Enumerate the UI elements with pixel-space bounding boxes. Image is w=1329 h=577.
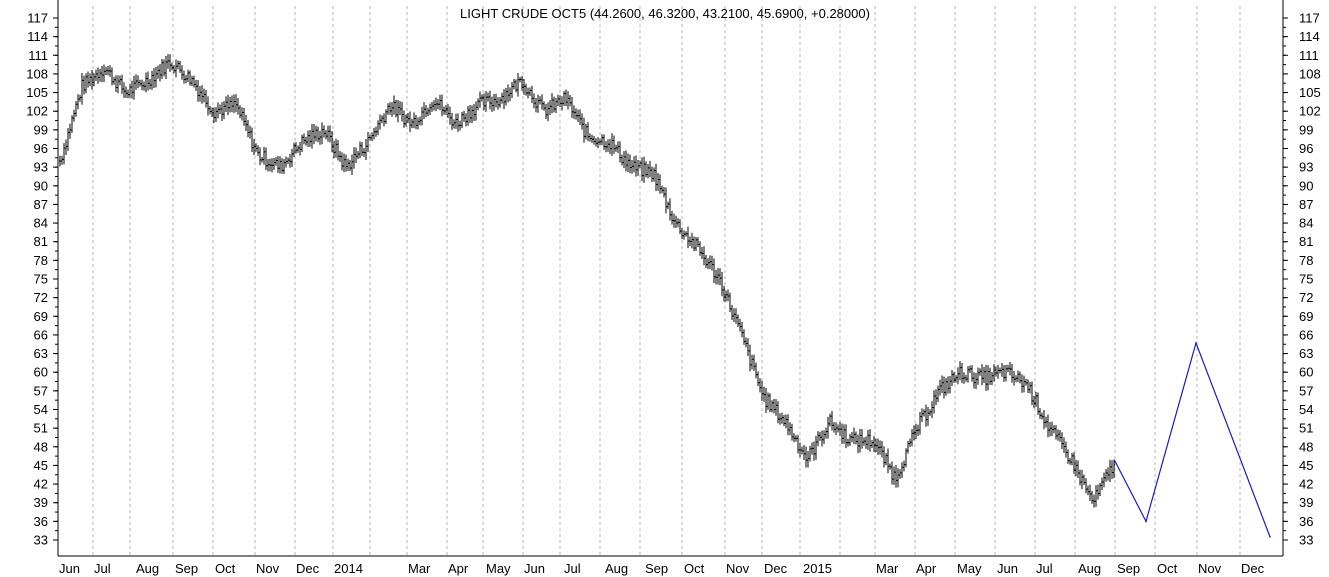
y-tick-label-left: 48 [34, 439, 48, 454]
projection-point [1195, 342, 1197, 344]
x-tick-label: Aug [605, 561, 628, 576]
x-tick-label: Jun [997, 561, 1018, 576]
y-tick-label-right: 66 [1299, 327, 1313, 342]
x-tick-label: Jul [1036, 561, 1053, 576]
x-tick-label: Oct [684, 561, 705, 576]
y-tick-label-right: 39 [1299, 495, 1313, 510]
price-bars [59, 54, 1115, 508]
y-tick-label-right: 33 [1299, 533, 1313, 548]
y-tick-label-left: 33 [34, 533, 48, 548]
chart-title: LIGHT CRUDE OCT5 (44.2600, 46.3200, 43.2… [460, 6, 870, 21]
y-tick-label-right: 36 [1299, 514, 1313, 529]
x-tick-label: Apr [448, 561, 469, 576]
y-tick-label-right: 114 [1299, 29, 1320, 44]
y-tick-label-right: 81 [1299, 234, 1313, 249]
x-tick-label: Jul [564, 561, 581, 576]
y-tick-label-left: 87 [34, 197, 48, 212]
x-tick-label: Aug [1078, 561, 1101, 576]
y-tick-label-right: 90 [1299, 178, 1313, 193]
y-tick-label-left: 66 [34, 327, 48, 342]
y-tick-label-left: 57 [34, 383, 48, 398]
y-tick-label-left: 39 [34, 495, 48, 510]
x-tick-label: May [957, 561, 982, 576]
y-tick-label-right: 87 [1299, 197, 1313, 212]
y-tick-label-left: 102 [26, 104, 48, 119]
y-tick-label-left: 96 [34, 141, 48, 156]
x-tick-label: Jul [94, 561, 111, 576]
y-tick-label-right: 105 [1299, 85, 1321, 100]
y-tick-label-left: 75 [34, 272, 48, 287]
y-tick-label-right: 51 [1299, 421, 1313, 436]
projection-line [1114, 341, 1271, 538]
y-tick-label-right: 48 [1299, 439, 1313, 454]
y-tick-label-right: 78 [1299, 253, 1313, 268]
y-tick-label-right: 96 [1299, 141, 1313, 156]
y-tick-label-left: 51 [34, 421, 48, 436]
y-tick-label-left: 108 [26, 66, 48, 81]
x-tick-label: Jun [524, 561, 545, 576]
x-tick-label: Aug [136, 561, 159, 576]
projection-point [1145, 520, 1147, 523]
projection [1114, 341, 1271, 538]
x-tick-label: Dec [296, 561, 320, 576]
x-tick-label: Mar [408, 561, 431, 576]
y-tick-label-right: 99 [1299, 122, 1313, 137]
y-tick-label-left: 117 [27, 11, 48, 26]
y-tick-label-left: 93 [34, 160, 48, 175]
y-tick-label-left: 63 [34, 346, 48, 361]
projection-point [1114, 460, 1116, 462]
axes: 33 33 36 36 39 39 42 42 45 45 48 48 51 51 54 54 57 57 60 60… [26, 0, 1321, 576]
y-tick-label-left: 99 [34, 122, 48, 137]
y-tick-label-left: 81 [34, 234, 48, 249]
y-tick-label-right: 102 [1299, 104, 1321, 119]
y-tick-label-left: 84 [34, 216, 48, 231]
x-tick-label: Sep [1117, 561, 1140, 576]
y-tick-label-left: 105 [26, 85, 48, 100]
x-tick-label: Dec [1241, 561, 1265, 576]
y-tick-label-left: 42 [34, 477, 48, 492]
x-tick-label: 2014 [334, 561, 363, 576]
y-tick-label-right: 72 [1299, 290, 1313, 305]
y-tick-label-left: 72 [34, 290, 48, 305]
y-tick-label-right: 60 [1299, 365, 1313, 380]
y-tick-label-right: 108 [1299, 66, 1321, 81]
y-tick-label-right: 42 [1299, 477, 1313, 492]
x-tick-label: Nov [726, 561, 750, 576]
x-tick-label: Sep [645, 561, 668, 576]
y-tick-label-right: 63 [1299, 346, 1313, 361]
x-tick-label: Sep [175, 561, 198, 576]
y-tick-label-left: 111 [28, 48, 48, 63]
y-tick-label-left: 45 [34, 458, 48, 473]
projection-point [1269, 536, 1271, 538]
x-tick-label: Mar [876, 561, 899, 576]
y-tick-label-right: 45 [1299, 458, 1313, 473]
y-tick-label-left: 114 [27, 29, 48, 44]
y-tick-label-right: 93 [1299, 160, 1313, 175]
y-tick-label-left: 36 [34, 514, 48, 529]
x-tick-label: May [486, 561, 511, 576]
x-tick-label: Nov [1198, 561, 1222, 576]
y-tick-label-left: 60 [34, 365, 48, 380]
x-tick-label: Dec [764, 561, 788, 576]
y-tick-label-left: 54 [34, 402, 48, 417]
y-tick-label-right: 75 [1299, 272, 1313, 287]
x-tick-label: Oct [215, 561, 236, 576]
x-tick-label: Oct [1157, 561, 1178, 576]
y-tick-label-left: 69 [34, 309, 48, 324]
y-tick-label-right: 57 [1299, 383, 1313, 398]
y-tick-label-right: 54 [1299, 402, 1313, 417]
x-tick-label: 2015 [803, 561, 832, 576]
grid-lines [92, 6, 1241, 556]
y-tick-label-left: 90 [34, 178, 48, 193]
x-tick-label: Apr [916, 561, 937, 576]
y-tick-label-right: 69 [1299, 309, 1313, 324]
x-tick-label: Jun [59, 561, 80, 576]
y-tick-label-right: 111 [1299, 48, 1319, 63]
y-tick-label-left: 78 [34, 253, 48, 268]
y-tick-label-right: 117 [1299, 11, 1320, 26]
y-tick-label-right: 84 [1299, 216, 1313, 231]
x-tick-label: Nov [256, 561, 280, 576]
